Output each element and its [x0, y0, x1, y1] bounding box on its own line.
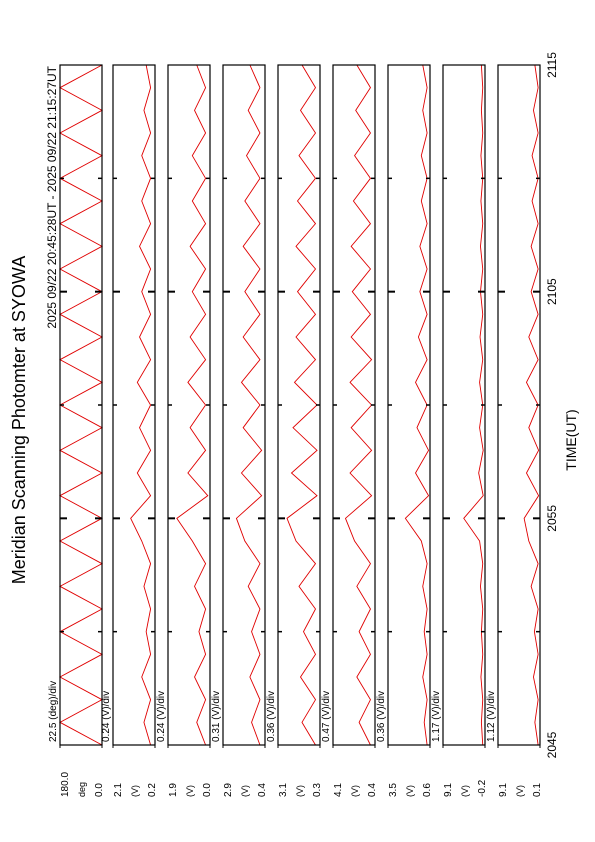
y-tick-label: 2.1 [113, 783, 124, 797]
data-line [404, 64, 430, 746]
data-line [235, 64, 263, 746]
y-tick-label: 180.0 [60, 772, 71, 797]
x-tick-label: 2115 [545, 52, 559, 78]
y-axis-unit: (V) [185, 785, 195, 797]
panel-frame [442, 64, 486, 746]
data-line [463, 64, 484, 746]
scale-annotation: 0.24 (V)/div [156, 691, 167, 742]
y-tick-label: 9.1 [498, 783, 509, 797]
y-tick-label: 0.0 [94, 783, 105, 797]
panel-frame [332, 64, 376, 746]
data-line [286, 64, 318, 746]
y-tick-label: -0.2 [477, 779, 488, 797]
x-axis-label: TIME(UT) [563, 409, 579, 470]
panel-frame [387, 64, 431, 746]
y-axis-unit: (V) [240, 785, 250, 797]
y-axis-unit: (V) [350, 785, 360, 797]
y-axis-unit: (V) [405, 785, 415, 797]
scale-annotation: 1.12 (V)/div [486, 691, 497, 742]
y-tick-label: 2.9 [223, 783, 234, 797]
subtitle: 2025 09/22 20:45:28UT - 2025 09/22 21:15… [45, 65, 59, 328]
y-axis-unit: (V) [515, 785, 525, 797]
y-tick-label: 0.3 [312, 783, 323, 797]
scale-annotation: 0.47 (V)/div [321, 691, 332, 742]
y-tick-label: 0.6 [422, 783, 433, 797]
y-tick-label: 0.1 [532, 783, 543, 797]
scale-annotation: 22.5 (deg)/div [48, 681, 59, 742]
panel-frame [277, 64, 321, 746]
y-tick-label: 0.4 [257, 783, 268, 797]
y-tick-label: 0.2 [147, 783, 158, 797]
data-line [130, 64, 152, 746]
y-tick-label: 1.9 [168, 783, 179, 797]
y-tick-label: 9.1 [443, 783, 454, 797]
y-tick-label: 0.0 [202, 783, 213, 797]
scale-annotation: 0.36 (V)/div [266, 691, 277, 742]
y-tick-label: 3.1 [278, 783, 289, 797]
y-axis-unit: deg [77, 782, 87, 797]
scale-annotation: 0.24 (V)/div [101, 691, 112, 742]
scale-annotation: 0.36 (V)/div [376, 691, 387, 742]
panel-frame [497, 64, 541, 746]
panel-frame [222, 64, 266, 746]
panel-frame [167, 64, 211, 746]
y-tick-label: 4.1 [333, 783, 344, 797]
data-line [176, 64, 209, 746]
scale-annotation: 0.31 (V)/div [211, 691, 222, 742]
data-line [344, 64, 373, 746]
y-axis-unit: (V) [460, 785, 470, 797]
y-tick-label: 0.4 [367, 783, 378, 797]
scale-annotation: 1.17 (V)/div [431, 691, 442, 742]
title: Meridian Scanning Photomter at SYOWA [9, 256, 29, 584]
x-tick-label: 2055 [545, 505, 559, 532]
x-tick-label: 2105 [545, 278, 559, 305]
y-axis-unit: (V) [295, 785, 305, 797]
x-tick-label: 2045 [545, 731, 559, 758]
y-axis-unit: (V) [130, 785, 140, 797]
y-tick-label: 3.5 [388, 783, 399, 797]
data-line [59, 64, 103, 746]
